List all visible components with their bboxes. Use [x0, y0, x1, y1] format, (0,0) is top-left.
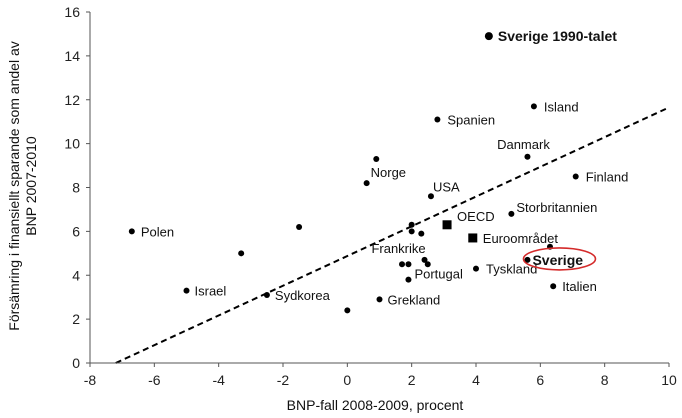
y-tick-label: 8 [72, 180, 80, 196]
point-label-israel: Israel [195, 284, 227, 299]
point-unlabeled-20 [405, 261, 412, 268]
y-axis-title-line-1: Försämring i finansiellt sparande som an… [6, 41, 22, 330]
point-label-frankrike: Frankrike [371, 241, 425, 256]
point-square-oecd [442, 220, 452, 230]
point-label-oecd: OECD [457, 209, 495, 224]
point-israel [183, 287, 190, 294]
tick-labels-layer: -8 -6 -4 -2 0 2 4 6 8 10 0 2 4 6 8 10 12 14 16 [64, 4, 677, 388]
x-tick-label: -6 [148, 372, 161, 388]
point-sydkorea [263, 291, 270, 298]
point-label-sverige-1990-talet: Sverige 1990-talet [498, 28, 617, 44]
point-label-island: Island [544, 99, 579, 114]
y-tick-label: 14 [64, 48, 80, 64]
y-tick-label: 0 [72, 355, 80, 371]
point-unlabeled-15 [408, 228, 415, 235]
point-label-portugal: Portugal [414, 267, 463, 282]
point-unlabeled-29 [344, 307, 351, 314]
point-label-italien: Italien [562, 279, 597, 294]
trendline [115, 106, 670, 364]
point-label-tyskland: Tyskland [486, 262, 537, 277]
x-tick-label: -8 [84, 372, 97, 388]
point-unlabeled-14 [408, 221, 415, 228]
points-layer [128, 32, 579, 314]
point-island [530, 103, 537, 110]
point-danmark [524, 153, 531, 160]
point-norge [363, 180, 370, 187]
y-tick-label: 10 [64, 136, 80, 152]
point-usa [427, 193, 434, 200]
point-portugal [405, 276, 412, 283]
point-unlabeled-16 [418, 230, 425, 237]
x-tick-label: 2 [408, 372, 416, 388]
x-tick-label: -4 [212, 372, 225, 388]
point-label-spanien: Spanien [447, 112, 495, 127]
y-tick-label: 12 [64, 92, 80, 108]
point-tyskland [473, 265, 479, 272]
sverige-highlight-ellipse [522, 247, 597, 271]
x-axis-title: BNP-fall 2008-2009, procent [287, 397, 464, 413]
point-label-euroomradet: Euroområdet [483, 231, 559, 246]
x-tick-label: 10 [661, 372, 677, 388]
point-label-grekland: Grekland [388, 292, 441, 307]
point-grekland [376, 296, 383, 303]
point-unlabeled-13 [238, 250, 245, 257]
point-label-polen: Polen [141, 224, 174, 239]
y-tick-label: 2 [72, 311, 80, 327]
y-tick-label: 16 [64, 4, 80, 20]
point-polen [128, 228, 135, 235]
point-label-sverige: Sverige [532, 252, 583, 268]
x-tick-label: 0 [343, 372, 351, 388]
x-tick-label: 8 [601, 372, 609, 388]
point-italien [550, 283, 557, 290]
point-unlabeled-19 [399, 261, 406, 268]
point-unlabeled-5 [373, 155, 380, 162]
y-axis-title: Försämring i finansiellt sparande som an… [6, 41, 39, 330]
point-spanien [434, 116, 441, 123]
x-tick-label: 6 [536, 372, 544, 388]
point-sverige-1990-talet [484, 32, 493, 41]
y-tick-label: 4 [72, 267, 80, 283]
point-square-euroomradet [468, 233, 478, 243]
point-finland [572, 173, 579, 180]
point-label-finland: Finland [586, 170, 629, 185]
point-sverige [524, 256, 531, 263]
point-label-sydkorea: Sydkorea [275, 288, 331, 303]
x-tick-label: 4 [472, 372, 480, 388]
y-tick-label: 6 [72, 223, 80, 239]
point-storbritannien [508, 210, 515, 217]
point-unlabeled-18 [424, 261, 431, 268]
point-unlabeled-12 [296, 223, 303, 230]
x-tick-label: -2 [277, 372, 290, 388]
point-label-danmark: Danmark [497, 137, 550, 152]
axes-layer [86, 11, 670, 367]
y-axis-title-line-2: BNP 2007-2010 [23, 136, 39, 236]
point-label-norge: Norge [371, 165, 406, 180]
point-frankrike [421, 256, 428, 263]
trendline-layer [115, 106, 670, 364]
point-label-usa: USA [433, 179, 460, 194]
point-label-storbritannien: Storbritannien [516, 200, 597, 215]
